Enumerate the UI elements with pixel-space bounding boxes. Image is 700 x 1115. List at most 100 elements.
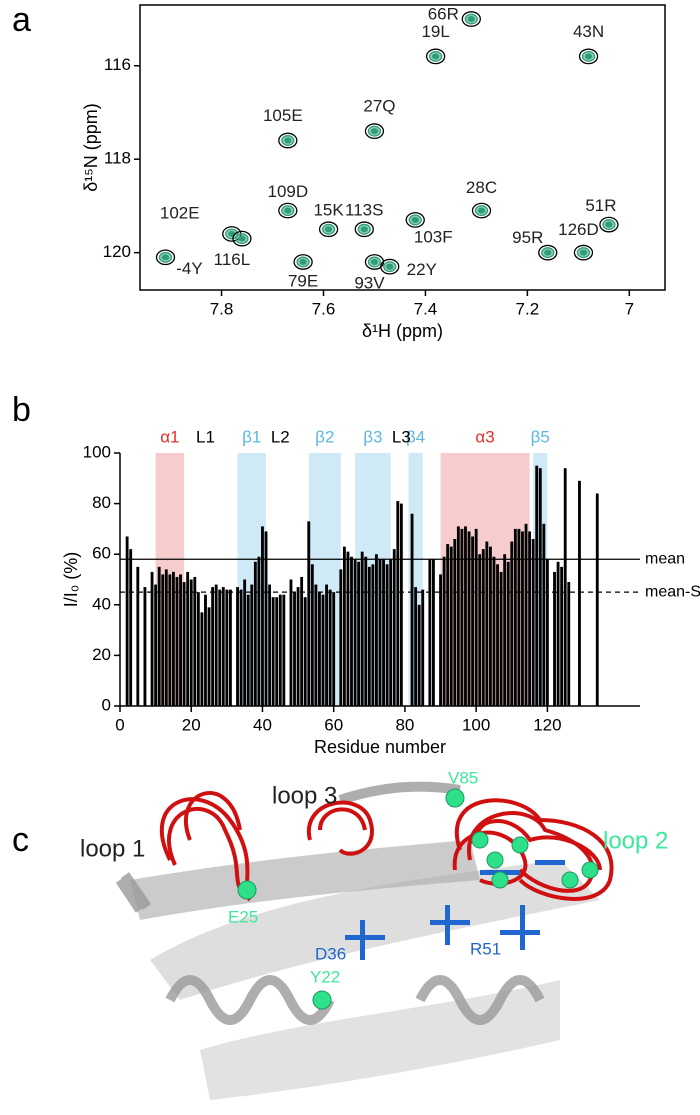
bar	[221, 587, 225, 706]
region	[308, 453, 341, 706]
bar	[189, 579, 193, 706]
bar	[275, 597, 279, 706]
loop-label: loop 1	[80, 835, 145, 862]
x-tick-label: 7.6	[312, 299, 336, 318]
peak	[599, 216, 619, 233]
bar	[168, 574, 172, 706]
bar	[175, 576, 179, 706]
contour	[278, 132, 298, 149]
contour	[370, 258, 379, 266]
peak	[405, 212, 425, 228]
bar	[289, 579, 293, 706]
bar	[567, 582, 571, 706]
y-axis-title: I/I₀ (%)	[61, 552, 81, 607]
peak	[278, 132, 298, 149]
bar	[207, 607, 211, 706]
bar	[296, 587, 300, 706]
bar	[538, 468, 542, 706]
bar	[506, 561, 510, 706]
bar	[432, 559, 435, 706]
bar	[211, 587, 215, 706]
loop-annotation: L3	[392, 427, 411, 446]
contour	[299, 258, 307, 266]
contour	[370, 128, 379, 135]
bar	[578, 480, 581, 706]
bar	[228, 589, 232, 706]
bar	[200, 612, 204, 706]
bar	[375, 554, 378, 706]
contour	[461, 11, 481, 27]
region-label: α1	[160, 427, 179, 446]
bar	[453, 539, 457, 706]
bar	[150, 571, 154, 706]
bar	[535, 465, 539, 706]
loop-label: loop 3	[272, 782, 337, 809]
x-axis-title: Residue number	[314, 737, 446, 757]
residue-label: Y22	[310, 967, 340, 986]
peak	[232, 230, 252, 247]
bar	[371, 564, 375, 706]
bar	[246, 594, 250, 706]
contour	[318, 221, 339, 238]
bar	[125, 536, 129, 706]
contour	[425, 48, 446, 65]
bar	[517, 528, 521, 706]
y-tick-label: 116	[104, 55, 131, 74]
bar	[460, 528, 464, 706]
bar	[239, 589, 243, 706]
bar	[396, 501, 400, 706]
x-tick-label: 7.4	[414, 299, 438, 318]
peak	[425, 48, 446, 65]
region-label: β4	[406, 427, 425, 446]
peak-label: 126D	[558, 220, 599, 239]
x-tick-label: 7.8	[210, 299, 234, 318]
y-tick-label: 118	[104, 149, 131, 168]
peak-label: 102E	[160, 203, 200, 222]
peak	[573, 244, 594, 261]
contour	[584, 53, 593, 60]
peak	[364, 123, 385, 139]
bar	[595, 493, 599, 706]
peak	[318, 221, 339, 238]
x-tick-label: 100	[462, 715, 490, 734]
bar	[350, 556, 353, 706]
bar	[264, 531, 268, 706]
bar	[428, 559, 432, 706]
region-label: β5	[531, 427, 550, 446]
bar	[300, 576, 304, 706]
peak-label: -4Y	[176, 259, 202, 278]
loop-label: loop 2	[603, 827, 668, 854]
reference-label: mean-SD	[645, 583, 700, 600]
y-tick-label: 0	[102, 695, 111, 714]
contour	[477, 207, 486, 214]
bar	[353, 559, 357, 706]
contour	[278, 202, 298, 219]
peak	[380, 258, 400, 275]
bar	[172, 571, 175, 706]
y-tick-label: 100	[83, 442, 111, 461]
peak-label: 22Y	[407, 260, 437, 279]
panel-label: b	[12, 391, 31, 429]
contour	[579, 249, 588, 256]
region-label: β1	[242, 427, 261, 446]
y-tick-label: 80	[92, 493, 111, 512]
peak	[461, 11, 481, 27]
bar	[157, 566, 161, 706]
bar	[474, 528, 478, 706]
plot-frame	[139, 4, 666, 291]
bar	[456, 526, 460, 706]
bar	[399, 503, 403, 706]
bar	[328, 589, 332, 706]
bar	[389, 559, 393, 706]
bar	[261, 526, 264, 706]
bar	[293, 592, 296, 706]
bar	[471, 536, 475, 706]
structure: loop 1 loop 3 loop 2 V85 E25 Y22 D36 R51	[80, 768, 668, 1100]
bar	[164, 569, 168, 706]
contour	[161, 254, 170, 261]
contour	[431, 53, 440, 60]
loop-annotation: L2	[271, 427, 290, 446]
x-tick-label: 120	[533, 715, 561, 734]
bar	[446, 544, 450, 706]
peak-label: 51R	[585, 196, 616, 215]
